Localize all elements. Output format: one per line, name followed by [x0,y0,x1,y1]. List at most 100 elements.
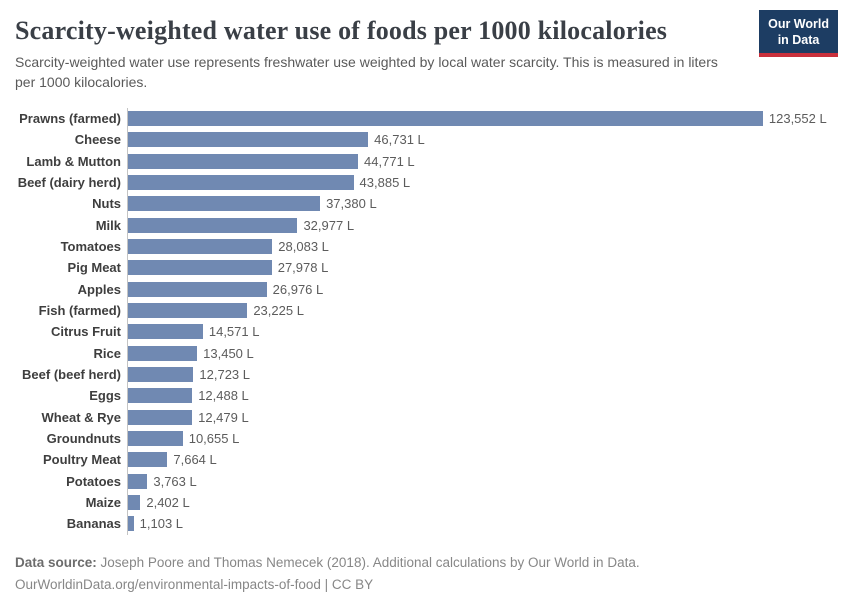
bar[interactable] [128,217,298,233]
bar[interactable] [128,281,267,297]
category-label: Prawns (farmed) [19,110,121,126]
bar-row: Eggs 12,488 L [15,385,835,407]
value-label: 43,885 L [359,174,411,190]
chart-subtitle: Scarcity-weighted water use represents f… [15,54,718,90]
value-label: 2,402 L [146,495,190,511]
bar-row: Cheese 46,731 L [15,129,835,151]
category-label: Eggs [89,388,121,404]
bar-chart: Prawns (farmed) 123,552 L Cheese 46,731 L La… [15,107,835,535]
bar-track: 2,402 L [127,491,835,514]
bar-track: 23,225 L [127,299,835,322]
bar-track: 10,655 L [127,427,835,450]
bar[interactable] [128,473,148,489]
bar-track: 37,380 L [127,193,835,215]
bar-row: Milk 32,977 L [15,214,835,236]
bar[interactable] [128,367,194,383]
bar-row: Maize 2,402 L [15,491,835,514]
bar[interactable] [128,388,193,404]
bar-row: Wheat & Rye 12,479 L [15,406,835,428]
category-label: Potatoes [66,473,121,489]
value-label: 27,978 L [277,260,329,276]
bar-row: Apples 26,976 L [15,278,835,300]
data-source-label: Data source: [15,554,97,570]
bar[interactable] [128,260,272,276]
category-label: Poultry Meat [42,452,121,468]
bar-row: Fish (farmed) 23,225 L [15,299,835,322]
value-label: 12,479 L [198,409,249,425]
bar-track: 46,731 L [127,129,835,151]
category-label: Citrus Fruit [50,324,121,340]
data-source-text: Joseph Poore and Thomas Nemecek (2018). … [100,554,640,570]
bar[interactable] [128,303,248,319]
value-label: 32,977 L [303,217,355,233]
bar-row: Potatoes 3,763 L [15,470,835,492]
bar-track: 44,771 L [127,150,835,172]
category-label: Wheat & Rye [41,409,121,425]
bar-track: 43,885 L [127,171,835,194]
bar-track: 1,103 L [127,513,835,535]
value-label: 3,763 L [153,473,197,489]
bar-row: Rice 13,450 L [15,342,835,364]
value-label: 46,731 L [374,132,425,148]
bar-row: Tomatoes 28,083 L [15,235,835,258]
page-title: Scarcity-weighted water use of foods per… [15,16,668,45]
bar[interactable] [128,452,168,468]
bar[interactable] [128,324,203,340]
bar-row: Groundnuts 10,655 L [15,427,835,450]
value-label: 44,771 L [364,153,415,169]
bar-row: Bananas 1,103 L [15,513,835,535]
category-label: Bananas [66,516,121,532]
value-label: 123,552 L [768,110,827,126]
value-label: 7,664 L [173,452,217,468]
bar-row: Beef (dairy herd) 43,885 L [15,171,835,194]
category-label: Fish (farmed) [38,303,121,319]
value-label: 12,488 L [198,388,249,404]
data-source-line: Data source: Joseph Poore and Thomas Nem… [15,552,835,575]
bar-track: 28,083 L [127,235,835,258]
bar-track: 7,664 L [127,449,835,471]
bar-track: 26,976 L [127,278,835,300]
value-label: 37,380 L [326,196,377,212]
bar[interactable] [128,495,141,511]
bar-track: 12,723 L [127,363,835,386]
category-label: Nuts [92,196,121,212]
category-label: Tomatoes [60,238,121,254]
bar-track: 27,978 L [127,257,835,279]
value-label: 26,976 L [272,281,324,297]
value-label: 14,571 L [208,324,260,340]
bar-row: Beef (beef herd) 12,723 L [15,363,835,386]
bar-track: 3,763 L [127,470,835,492]
bar[interactable] [128,174,354,190]
bar-track: 13,450 L [127,342,835,364]
value-label: 23,225 L [253,303,304,319]
value-label: 28,083 L [278,238,329,254]
bar-track: 12,479 L [127,406,835,428]
category-label: Cheese [74,132,121,148]
bar-row: Pig Meat 27,978 L [15,257,835,279]
bar-track: 32,977 L [127,214,835,236]
category-label: Pig Meat [67,260,121,276]
category-label: Milk [95,217,121,233]
bar[interactable] [128,110,763,126]
citation-line: OurWorldinData.org/environmental-impacts… [15,577,374,593]
value-label: 13,450 L [203,345,254,361]
bar[interactable] [128,132,369,148]
category-label: Rice [93,345,121,361]
bar[interactable] [128,153,359,169]
bar[interactable] [128,196,321,212]
bar[interactable] [128,409,193,425]
category-label: Beef (dairy herd) [17,174,121,190]
chart-footer: Data source: Joseph Poore and Thomas Nem… [15,552,835,597]
bar-track: 14,571 L [127,321,835,343]
bar[interactable] [128,238,273,254]
owid-logo: Our World in Data [759,10,838,58]
category-label: Lamb & Mutton [26,153,121,169]
bar[interactable] [128,345,198,361]
owid-logo-line2: in Data [777,32,820,47]
bar[interactable] [128,516,134,532]
bar-track: 123,552 L [127,107,835,130]
bar[interactable] [128,431,183,447]
value-label: 1,103 L [139,516,184,532]
value-label: 12,723 L [199,367,250,383]
